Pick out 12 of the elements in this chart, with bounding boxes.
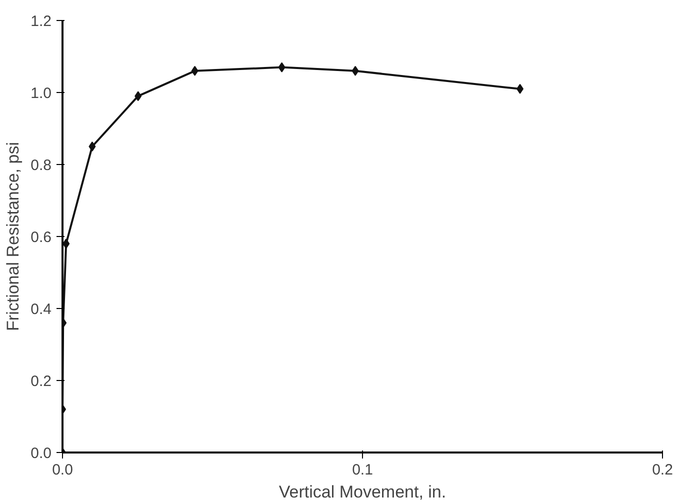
y-axis-title: Frictional Resistance, psi (4, 142, 23, 331)
y-tick-label: 1.2 (30, 13, 52, 30)
y-tick-label: 1.0 (30, 85, 52, 102)
x-axis-title: Vertical Movement, in. (278, 482, 446, 502)
x-tick-label: 0.2 (652, 462, 673, 478)
x-tick-label: 0.0 (52, 462, 73, 478)
y-tick-label: 0.6 (30, 229, 52, 246)
y-tick-label: 0.4 (30, 301, 52, 318)
y-tick-label: 0.8 (30, 157, 52, 174)
y-tick-label: 0.0 (30, 445, 52, 462)
x-tick-label: 0.1 (352, 462, 373, 478)
y-tick-label: 0.2 (30, 373, 52, 390)
